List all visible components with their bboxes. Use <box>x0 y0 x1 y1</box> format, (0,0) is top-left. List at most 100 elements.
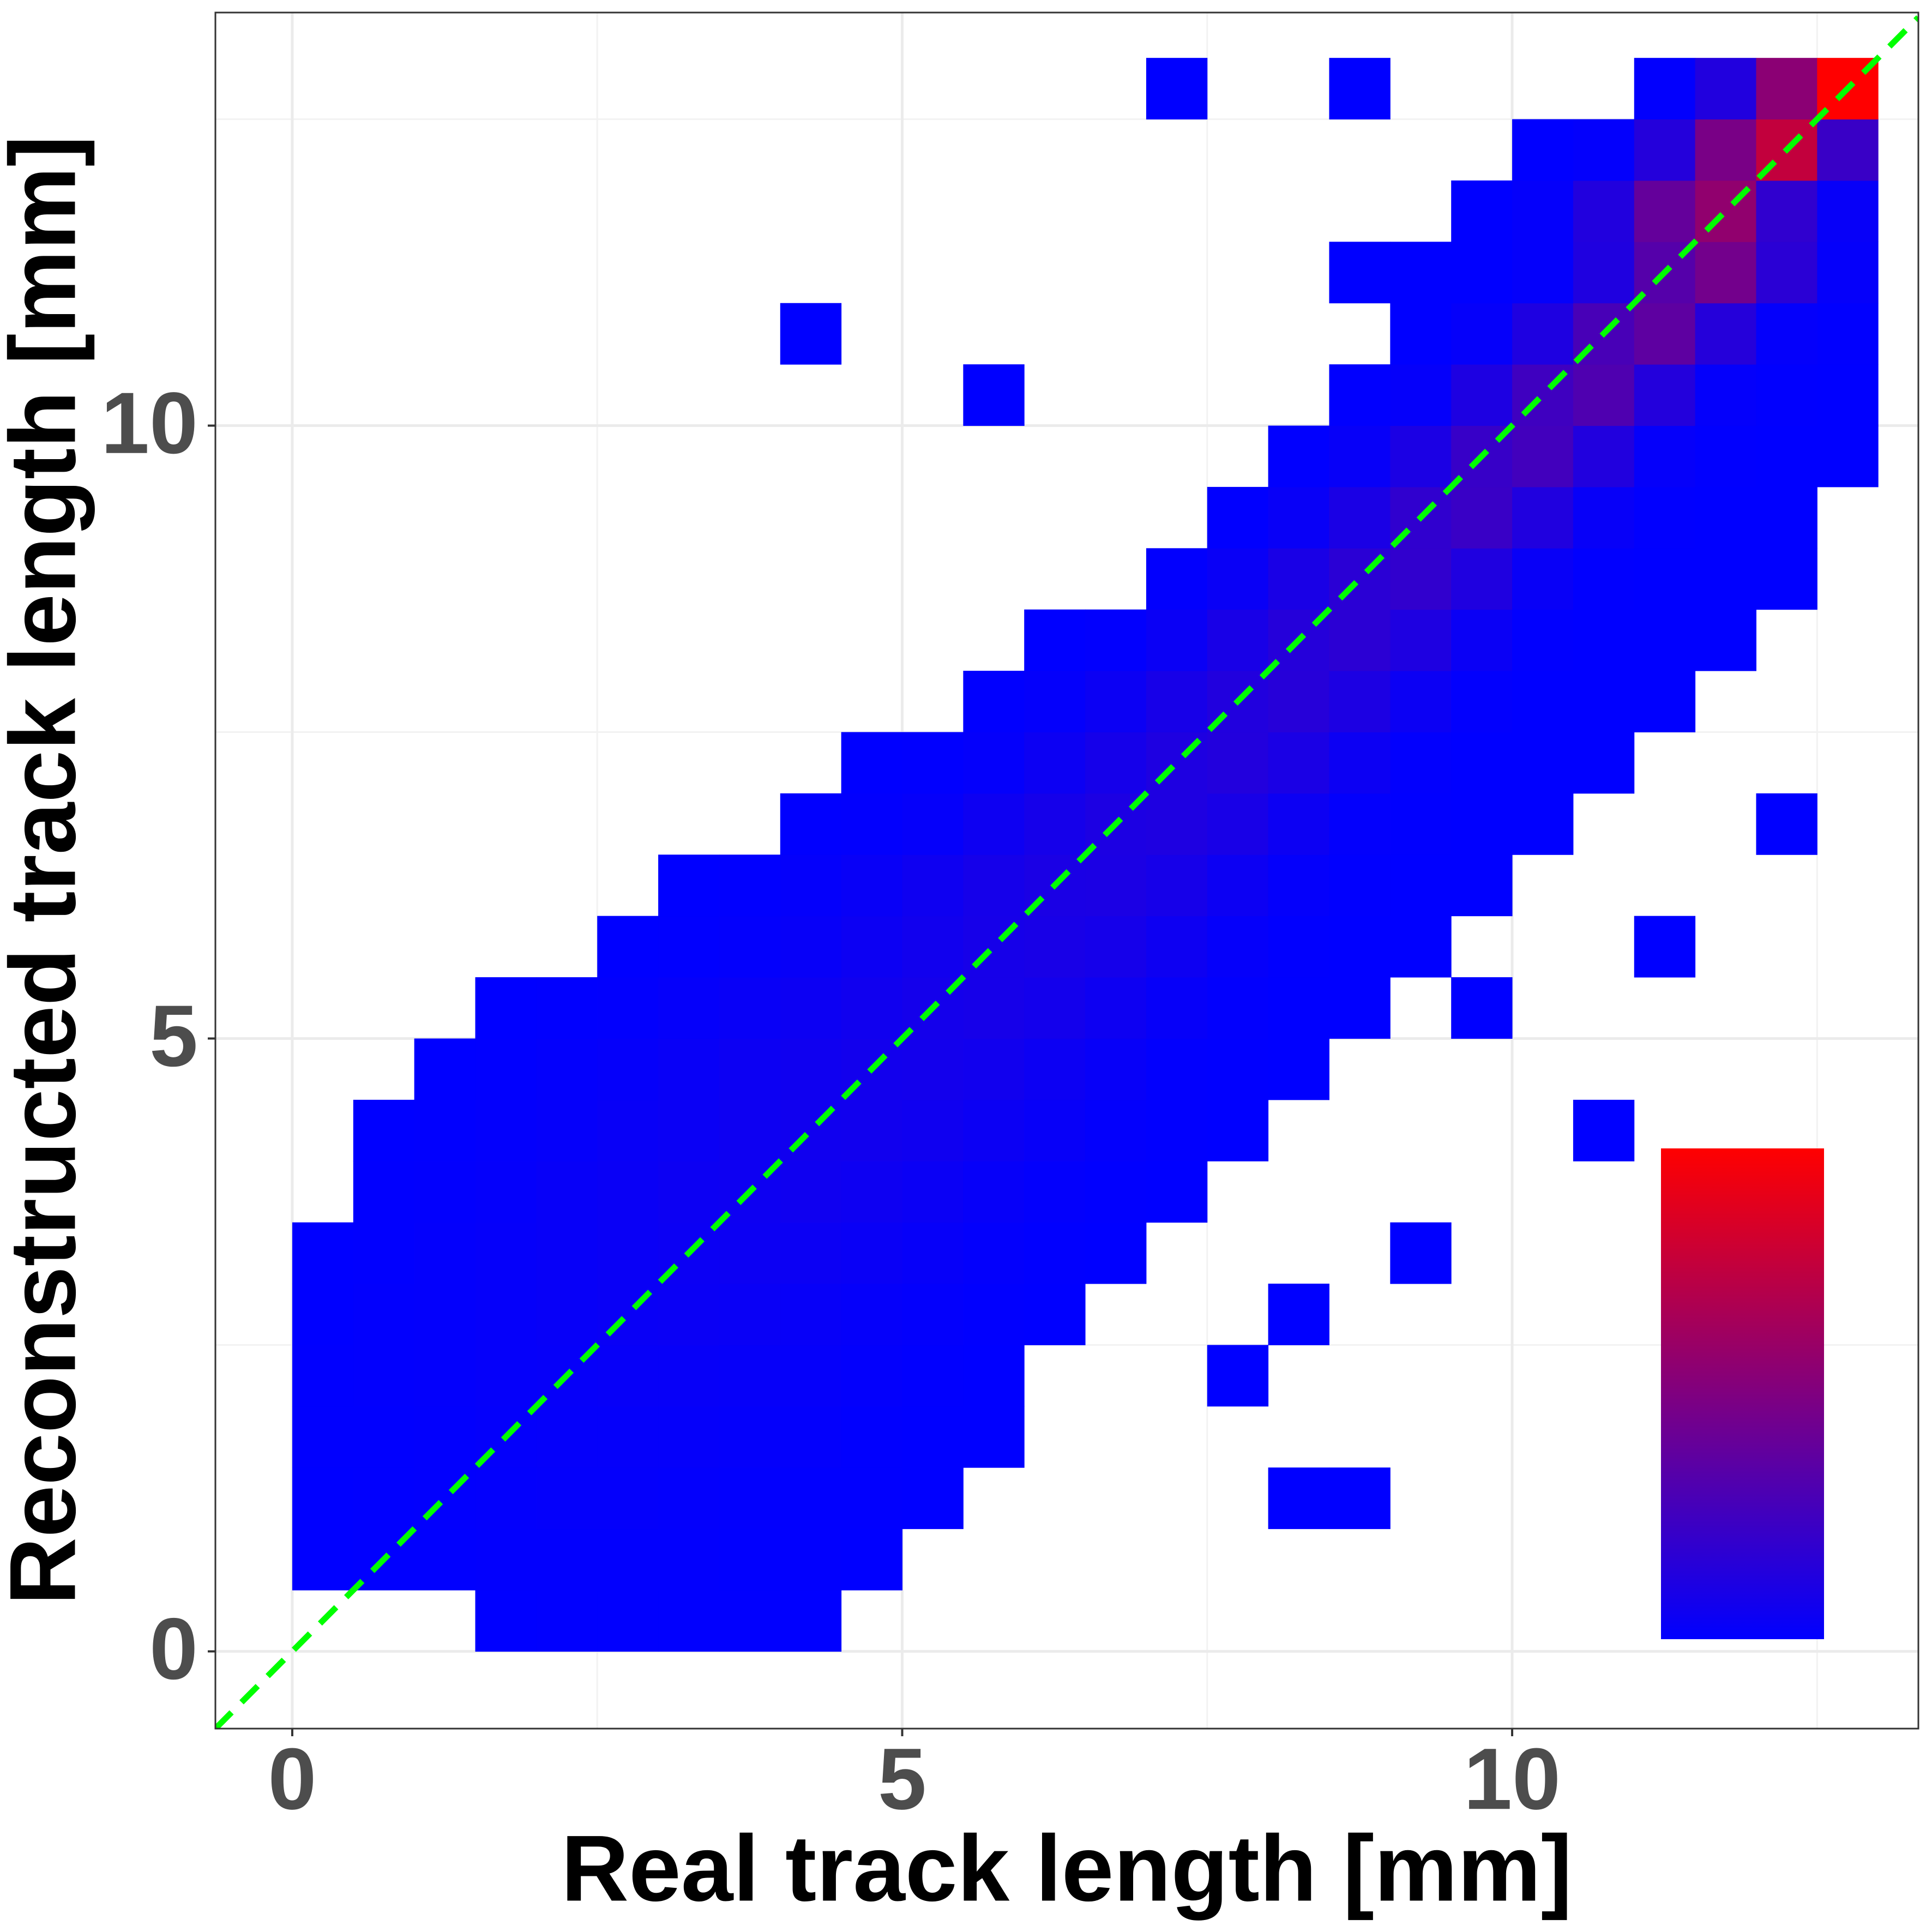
heatmap-cell <box>475 1161 537 1223</box>
heatmap-cell <box>1695 486 1756 549</box>
heatmap-cell <box>963 1222 1025 1284</box>
heatmap-cell <box>902 1467 964 1530</box>
heatmap-cell <box>597 1038 659 1100</box>
heatmap-cell <box>719 1406 781 1468</box>
heatmap-cell <box>841 1284 902 1345</box>
heatmap-cell <box>841 1222 902 1284</box>
heatmap-cell <box>1024 671 1086 732</box>
heatmap-cell <box>597 1099 659 1161</box>
reference-line <box>215 15 1918 1729</box>
heatmap-cell <box>841 916 902 978</box>
heatmap-cell <box>414 1038 476 1100</box>
heatmap-cell <box>1329 916 1391 978</box>
heatmap-cell <box>1573 548 1635 610</box>
heatmap-cell <box>1573 180 1635 242</box>
heatmap-cell <box>719 854 781 917</box>
heatmap-cell <box>1756 793 1817 855</box>
heatmap-cell <box>1085 732 1147 794</box>
heatmap-cell <box>658 1406 720 1468</box>
heatmap-cell <box>1085 1222 1147 1284</box>
heatmap-cell <box>841 1406 902 1468</box>
heatmap-cell <box>1390 671 1452 732</box>
heatmap-cell <box>1146 548 1208 610</box>
heatmap-cell <box>292 1284 354 1345</box>
heatmap-cell <box>475 1467 537 1530</box>
y-tick-label: 10 <box>101 374 198 472</box>
heatmap-cell <box>1268 548 1329 610</box>
heatmap-cell <box>1329 854 1391 917</box>
heatmap-cell <box>719 1038 781 1100</box>
heatmap-cell <box>780 1222 842 1284</box>
heatmap-cell <box>1695 425 1756 487</box>
heatmap-cell <box>1085 609 1147 671</box>
plot-border <box>214 11 1919 1730</box>
heatmap-cell <box>536 1284 598 1345</box>
heatmap-cell <box>1207 548 1269 610</box>
heatmap-cell <box>902 1161 964 1223</box>
heatmap-cell <box>658 1284 720 1345</box>
heatmap-cell <box>1390 732 1452 794</box>
heatmap-cell <box>1024 793 1086 855</box>
heatmap-cell <box>1268 486 1329 549</box>
heatmap-cell <box>1634 548 1696 610</box>
heatmap-cell <box>1268 793 1329 855</box>
heatmap-cell <box>1390 364 1452 426</box>
heatmap-cell <box>353 1284 415 1345</box>
heatmap-cell <box>1024 977 1086 1039</box>
heatmap-cell <box>1573 486 1635 549</box>
heatmap-cell <box>292 1345 354 1407</box>
heatmap-cell <box>658 1528 720 1591</box>
heatmap-cell <box>1573 119 1635 181</box>
heatmap-cell <box>780 1467 842 1530</box>
x-tick-label: 5 <box>878 1730 926 1827</box>
heatmap-cell <box>719 1284 781 1345</box>
heatmap-cell <box>1817 242 1879 304</box>
heatmap-cell <box>963 977 1025 1039</box>
heatmap-cell <box>1329 671 1391 732</box>
heatmap-cell <box>1390 425 1452 487</box>
heatmap-cell <box>1329 793 1391 855</box>
heatmap-cell <box>1451 364 1513 426</box>
heatmap-cell <box>1451 486 1513 549</box>
heatmap-cell <box>1512 793 1574 855</box>
heatmap-cell <box>1207 486 1269 549</box>
heatmap-cell <box>1024 732 1086 794</box>
heatmap-cell <box>780 1528 842 1591</box>
heatmap-cell <box>597 1345 659 1407</box>
heatmap-cell <box>963 793 1025 855</box>
heatmap-cell <box>1024 1161 1086 1223</box>
heatmap-cell <box>658 916 720 978</box>
heatmap-cell <box>902 793 964 855</box>
heatmap-cell <box>1451 854 1513 917</box>
heatmap-cell <box>1024 609 1086 671</box>
heatmap-cell <box>1146 671 1208 732</box>
heatmap-cell <box>1756 486 1817 549</box>
heatmap-cell <box>780 977 842 1039</box>
heatmap-cell <box>1268 977 1329 1039</box>
heatmap-cell <box>1268 425 1329 487</box>
heatmap-cell <box>1085 854 1147 917</box>
heatmap-cell <box>1451 977 1513 1039</box>
heatmap-cell <box>1634 671 1696 732</box>
heatmap-cell <box>353 1345 415 1407</box>
heatmap-cell <box>1085 671 1147 732</box>
heatmap-cell <box>1268 1284 1329 1345</box>
heatmap-cell <box>1085 977 1147 1039</box>
heatmap-cell <box>1024 1222 1086 1284</box>
heatmap-cell <box>536 1222 598 1284</box>
heatmap-cell <box>1512 732 1574 794</box>
heatmap-cell <box>475 1222 537 1284</box>
heatmap-cell <box>841 1467 902 1530</box>
heatmap-cell <box>597 1222 659 1284</box>
heatmap-cell <box>536 1590 598 1652</box>
heatmap-cell <box>963 854 1025 917</box>
heatmap-cell <box>963 1038 1025 1100</box>
heatmap-cell <box>1573 609 1635 671</box>
heatmap-cell <box>536 1038 598 1100</box>
heatmap-cell <box>536 1099 598 1161</box>
heatmap-cell <box>963 1099 1025 1161</box>
heatmap-cell <box>963 1406 1025 1468</box>
heatmap-cell <box>1756 242 1817 304</box>
x-tick-label: 10 <box>1464 1730 1561 1827</box>
heatmap-cell <box>414 1161 476 1223</box>
